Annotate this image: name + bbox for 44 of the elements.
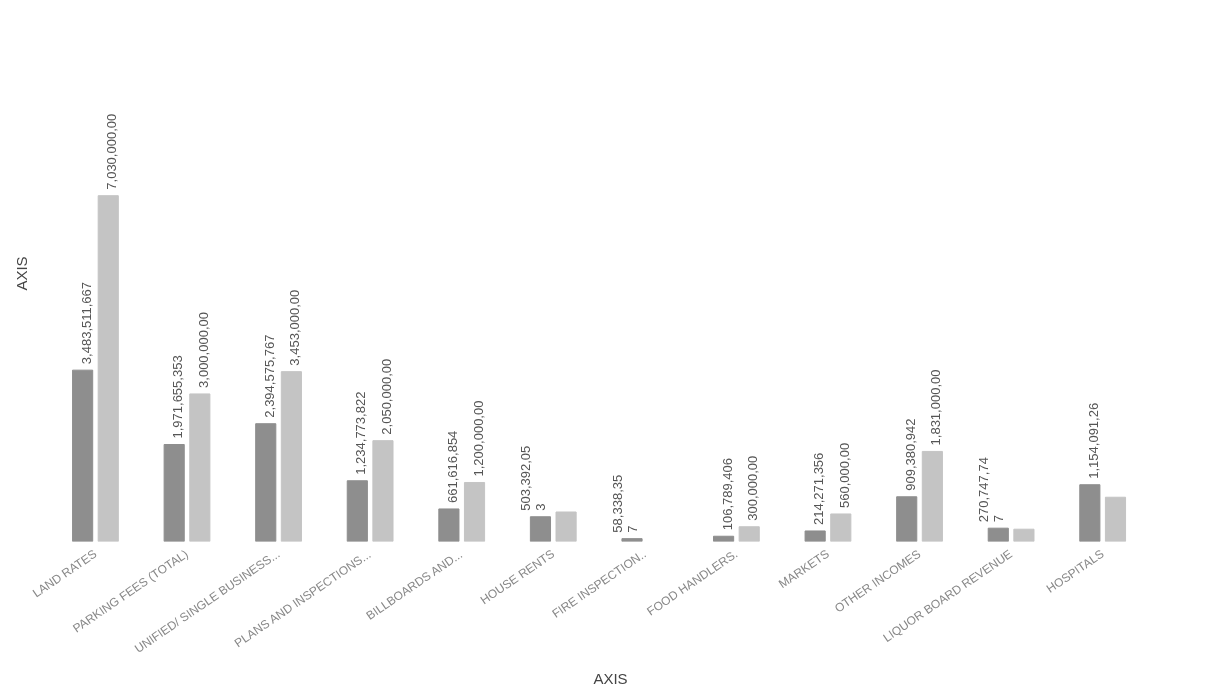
data-label: 3,000,000,00: [195, 312, 211, 388]
data-label: 1,831,000,00: [928, 369, 944, 446]
bar: [255, 423, 277, 542]
data-label: 503,392,05 3: [518, 445, 549, 511]
bar: [804, 530, 826, 542]
bar: [738, 526, 760, 542]
bar: [1079, 484, 1101, 542]
bar: [463, 481, 486, 542]
data-label: 3,453,000,00: [287, 289, 303, 366]
bar: [555, 511, 577, 542]
bar: [987, 527, 1009, 542]
bar: [163, 444, 185, 542]
data-label: 909,380,942: [902, 418, 918, 491]
bar: [921, 450, 943, 542]
bar: [1013, 528, 1035, 542]
data-label: 106,789,406: [719, 457, 735, 531]
bar: [830, 513, 852, 542]
data-label: 2,394,575,767: [261, 334, 277, 418]
data-label: 7,030,000,00: [104, 113, 120, 190]
data-label: 2,050,000,00: [378, 358, 394, 435]
data-label: 3,483,511,667: [78, 281, 94, 365]
bar: [346, 480, 368, 542]
data-label: 1,154,091,26: [1085, 402, 1101, 479]
data-label: 300,000,00: [745, 455, 761, 521]
data-label: 560,000,00: [836, 442, 852, 508]
bar: [280, 371, 302, 542]
bar: [1104, 496, 1127, 542]
bar: [896, 496, 918, 542]
bar: [438, 508, 460, 542]
bar: [189, 393, 211, 542]
data-label: 58,338,35 7: [610, 474, 641, 533]
data-label: 661,616,854: [444, 430, 460, 503]
data-label: 1,200,000,00: [470, 400, 486, 477]
bar: [97, 195, 119, 542]
x-axis-title: AXIS: [593, 669, 628, 687]
bar: [529, 516, 552, 542]
data-label: 214,271,356: [811, 452, 827, 525]
data-label: 1,971,655,353: [170, 355, 186, 439]
bar: [72, 369, 94, 542]
bar: [372, 440, 394, 542]
bar: [621, 538, 643, 542]
data-label: 270,747,74 7: [976, 457, 1007, 523]
y-axis-title: AXIS: [12, 256, 30, 291]
data-label: 1,234,773,822: [353, 391, 369, 475]
